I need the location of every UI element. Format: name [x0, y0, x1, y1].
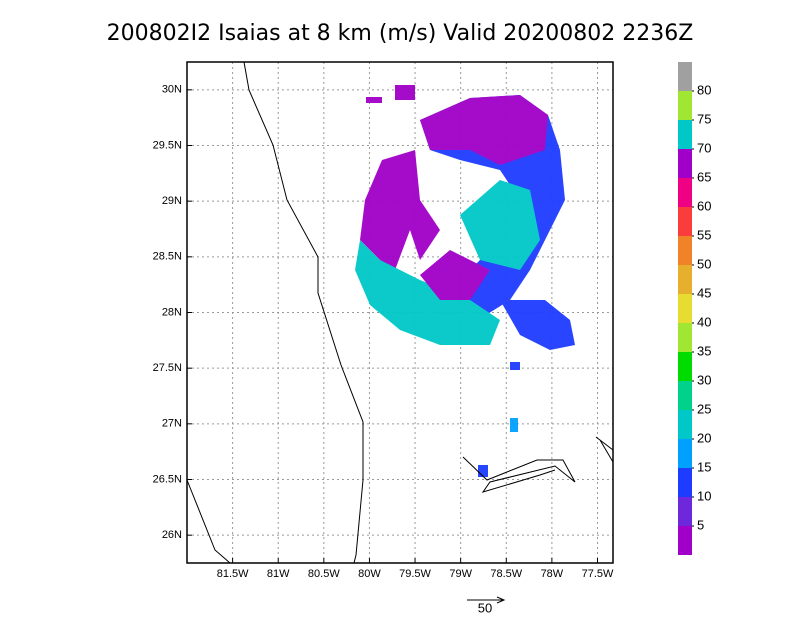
colorbar-segment [678, 497, 692, 526]
coastline [186, 61, 614, 564]
vector-scale-label: 50 [478, 600, 492, 615]
colorbar-label: 60 [697, 198, 711, 213]
colorbar-label: 25 [697, 401, 711, 416]
radar-echo [460, 180, 540, 270]
coastline [243, 61, 364, 564]
coastline [595, 436, 614, 463]
radar-field [355, 85, 575, 477]
axis-labels: 81.5W 81W 80.5W 80W 79.5W 79W 78.5W 78W 77.5W 30N… [153, 84, 614, 580]
lon-label: 79.5W [399, 568, 431, 580]
colorbar-label: 15 [697, 459, 711, 474]
lon-label: 81.5W [217, 568, 249, 580]
lon-label: 80W [358, 568, 381, 580]
colorbar-segment [678, 352, 692, 381]
lon-label: 78.5W [490, 568, 522, 580]
colorbar-label: 75 [697, 111, 711, 126]
colorbar-segment [678, 120, 692, 149]
colorbar-segment [678, 207, 692, 236]
vector-scale-arrowhead [496, 596, 506, 604]
lon-label: 77.5W [582, 568, 614, 580]
lat-label: 26N [162, 529, 182, 541]
colorbar: 5 10 15 20 25 30 35 40 45 50 55 60 65 70 75 80 [678, 62, 711, 555]
colorbar-label: 50 [697, 256, 711, 271]
lat-label: 27N [162, 418, 182, 430]
coastline [462, 456, 576, 493]
radar-echo [366, 97, 382, 103]
lat-label: 26.5N [153, 473, 182, 485]
colorbar-label: 65 [697, 169, 711, 184]
radar-echo [510, 362, 520, 370]
colorbar-label: 10 [697, 488, 711, 503]
colorbar-segment [678, 468, 692, 497]
coastline [186, 479, 231, 564]
lat-label: 29.5N [153, 139, 182, 151]
colorbar-segment [678, 294, 692, 323]
colorbar-label: 30 [697, 372, 711, 387]
colorbar-label: 5 [697, 517, 704, 532]
colorbar-segment [678, 236, 692, 265]
lon-label: 78W [541, 568, 564, 580]
colorbar-segment [678, 526, 692, 555]
colorbar-segment [678, 178, 692, 207]
radar-echo [510, 418, 518, 432]
radar-echo [355, 240, 500, 345]
radar-echo [500, 300, 575, 350]
colorbar-label: 20 [697, 430, 711, 445]
lat-label: 30N [162, 84, 182, 96]
colorbar-label: 70 [697, 140, 711, 155]
colorbar-segment [678, 410, 692, 439]
colorbar-label: 80 [697, 82, 711, 97]
colorbar-label: 55 [697, 227, 711, 242]
colorbar-segment [678, 62, 692, 91]
radar-echo [478, 465, 488, 477]
colorbar-segment [678, 439, 692, 468]
lat-label: 28N [162, 306, 182, 318]
radar-echo [360, 150, 440, 270]
title: 200802I2 Isaias at 8 km (m/s) Valid 2020… [107, 21, 694, 46]
colorbar-segment [678, 265, 692, 294]
colorbar-label: 35 [697, 343, 711, 358]
colorbar-label: 45 [697, 285, 711, 300]
radar-echo [395, 85, 415, 100]
lat-label: 28.5N [153, 251, 182, 263]
radar-echo [420, 95, 548, 165]
lat-label: 29N [162, 195, 182, 207]
colorbar-segment [678, 91, 692, 120]
colorbar-segment [678, 381, 692, 410]
lon-label: 79W [449, 568, 472, 580]
lon-label: 81W [267, 568, 290, 580]
lat-label: 27.5N [153, 362, 182, 374]
colorbar-segment [678, 149, 692, 178]
colorbar-segment [678, 323, 692, 352]
radar-echo [420, 250, 490, 300]
colorbar-label: 40 [697, 314, 711, 329]
lon-label: 80.5W [308, 568, 340, 580]
